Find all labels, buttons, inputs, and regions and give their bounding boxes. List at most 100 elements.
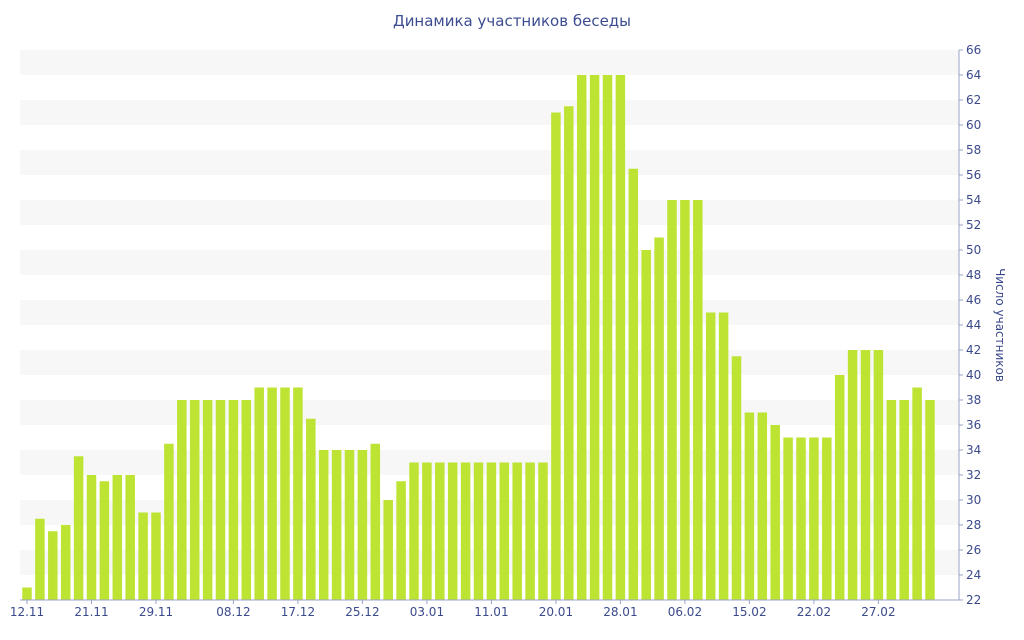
bar [757, 412, 768, 600]
bar [628, 168, 639, 600]
bar [370, 443, 381, 600]
y-tick-label: 58 [966, 143, 981, 157]
bar [447, 462, 458, 600]
bar [125, 475, 135, 600]
bar [473, 462, 484, 600]
x-tick-label: 06.02 [668, 605, 702, 619]
bar [383, 500, 393, 600]
bar [731, 356, 742, 600]
x-axis-ticks: 12.11 21.11 29.11 08.12 17.12 25.12 03.01 11.01… [10, 600, 896, 619]
bar [396, 481, 406, 600]
y-tick-label: 32 [966, 468, 981, 482]
bar [99, 481, 110, 600]
bar [796, 437, 806, 600]
grid-band [20, 50, 959, 75]
bar [602, 75, 613, 600]
bar [899, 400, 909, 600]
bar [112, 475, 123, 600]
bar [551, 112, 561, 600]
x-tick-label: 12.11 [10, 605, 44, 619]
x-tick-label: 03.01 [410, 605, 444, 619]
x-tick-label: 20.01 [539, 605, 573, 619]
bar [241, 400, 252, 600]
x-tick-label: 15.02 [732, 605, 766, 619]
x-tick-label: 25.12 [345, 605, 379, 619]
y-tick-label: 22 [966, 593, 981, 607]
y-tick-label: 28 [966, 518, 981, 532]
bar [138, 512, 148, 600]
y-tick-label: 66 [966, 43, 981, 57]
y-tick-label: 48 [966, 268, 981, 282]
bar [267, 387, 277, 600]
bar [667, 200, 677, 600]
bar [564, 106, 574, 600]
bar [499, 462, 510, 600]
grid-band [20, 350, 959, 375]
bar [357, 450, 368, 600]
chart-title: Динамика участников беседы [392, 12, 632, 30]
bar [693, 200, 703, 600]
grid-band [20, 200, 959, 225]
bar [615, 75, 626, 600]
grid-bands [20, 50, 959, 575]
bar [589, 75, 600, 600]
y-tick-label: 44 [966, 318, 981, 332]
grid-band [20, 400, 959, 425]
bar [680, 200, 690, 600]
y-tick-label: 62 [966, 93, 981, 107]
bar [331, 450, 342, 600]
bar [525, 462, 535, 600]
y-tick-label: 40 [966, 368, 981, 382]
grid-band [20, 150, 959, 175]
x-tick-label: 08.12 [216, 605, 250, 619]
y-tick-label: 36 [966, 418, 981, 432]
bar [744, 412, 755, 600]
y-tick-label: 34 [966, 443, 981, 457]
bar [576, 75, 587, 600]
x-tick-label: 21.11 [74, 605, 108, 619]
bar [822, 437, 832, 600]
bar [215, 400, 226, 600]
bar [293, 387, 303, 600]
bars [22, 75, 935, 600]
bar [834, 375, 845, 600]
bar [422, 462, 432, 600]
bar [86, 475, 97, 600]
grid-band [20, 300, 959, 325]
bar [202, 400, 213, 600]
bar [164, 443, 174, 600]
y-tick-label: 26 [966, 543, 981, 557]
y-tick-label: 30 [966, 493, 981, 507]
y-tick-label: 24 [966, 568, 981, 582]
y-tick-label: 56 [966, 168, 981, 182]
bar [512, 462, 522, 600]
grid-band [20, 100, 959, 125]
y-tick-label: 54 [966, 193, 981, 207]
y-axis-ticks: 22 24 26 28 30 32 34 36 38 40 42 44 46 48 50 52 54 56 58 60… [959, 43, 981, 607]
bar [925, 400, 935, 600]
bar [809, 437, 819, 600]
bar [435, 462, 445, 600]
y-tick-label: 46 [966, 293, 981, 307]
bar [228, 400, 239, 600]
bar [73, 456, 84, 600]
y-tick-label: 60 [966, 118, 981, 132]
x-tick-label: 17.12 [281, 605, 315, 619]
x-tick-label: 29.11 [139, 605, 173, 619]
bar [486, 462, 497, 600]
bar [705, 312, 716, 600]
bar [783, 437, 793, 600]
bar [912, 387, 922, 600]
bar [48, 531, 58, 600]
x-tick-label: 28.01 [603, 605, 637, 619]
y-tick-label: 52 [966, 218, 981, 232]
bar [873, 350, 884, 600]
bar [654, 237, 664, 600]
bar [460, 462, 471, 600]
bar [770, 425, 780, 600]
bar [60, 525, 71, 600]
bar [538, 462, 548, 600]
bar [254, 387, 264, 600]
grid-band [20, 250, 959, 275]
